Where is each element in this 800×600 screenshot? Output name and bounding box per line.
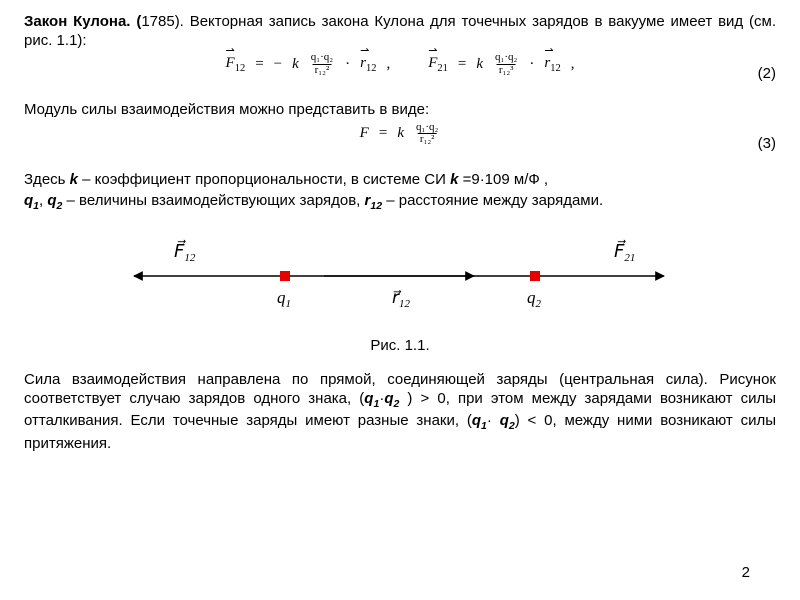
eq2-number: (2) xyxy=(758,64,776,83)
label-f21: F⃗21 xyxy=(614,240,635,264)
eq3-number: (3) xyxy=(758,134,776,153)
charge-1-icon xyxy=(280,271,290,281)
heading-strong: Закон Кулона. ( xyxy=(24,13,141,30)
figure-1-1: F⃗12 F⃗21 q1 q2 r⃗12 xyxy=(24,221,776,331)
charge-2-icon xyxy=(530,271,540,281)
equation-3: F = k q₁·q₂r₁₂² (3) xyxy=(24,122,776,166)
paragraph-force: Сила взаимодействия направлена по прямой… xyxy=(24,370,776,453)
label-r12: r⃗12 xyxy=(392,288,411,310)
line-modulus: Модуль силы взаимодействия можно предста… xyxy=(24,100,776,119)
label-f12: F⃗12 xyxy=(174,240,196,264)
heading: Закон Кулона. (1785). Векторная запись з… xyxy=(24,12,776,50)
line-q: q1, q2 – величины взаимодействующих заря… xyxy=(24,191,776,213)
figure-caption: Рис. 1.1. xyxy=(24,336,776,355)
equation-2: ⇀F12 = −k q₁·q₂r₁₂² · ⇀r12 , ⇀F21 = k q₁… xyxy=(24,52,776,96)
label-q2: q2 xyxy=(527,288,542,310)
heading-year: 1785 xyxy=(141,13,174,30)
line-k: Здесь k – коэффициент пропорциональности… xyxy=(24,170,776,189)
page-number: 2 xyxy=(742,563,750,582)
label-q1: q1 xyxy=(277,288,291,310)
